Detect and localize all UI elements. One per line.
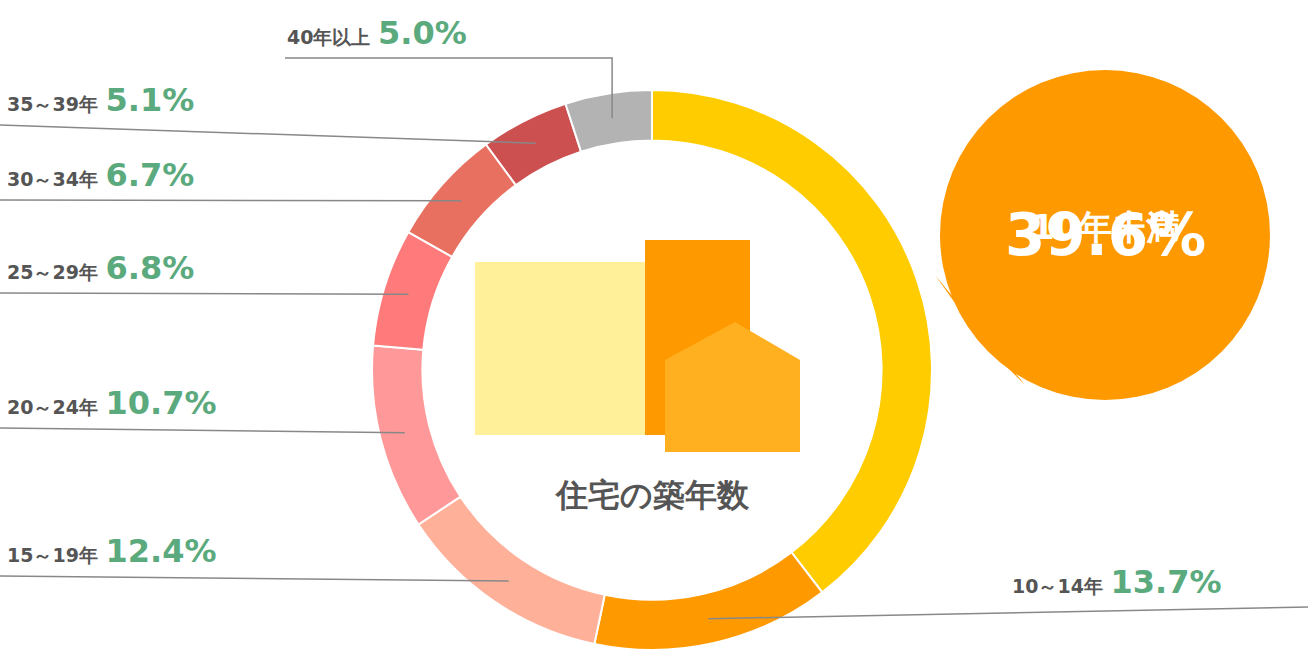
svg-text:35～39年 5.1%: 35～39年 5.1% bbox=[7, 81, 194, 119]
svg-text:40年以上 5.0%: 40年以上 5.0% bbox=[287, 14, 467, 52]
svg-text:15～19年 12.4%: 15～19年 12.4% bbox=[7, 532, 217, 570]
svg-text:10年未満39.6%: 10年未満39.6% bbox=[1005, 201, 1206, 269]
svg-text:25～29年 6.8%: 25～29年 6.8% bbox=[7, 249, 194, 287]
svg-text:10～14年 13.7%: 10～14年 13.7% bbox=[1012, 563, 1222, 601]
svg-text:住宅の築年数: 住宅の築年数 bbox=[554, 476, 750, 514]
svg-text:20～24年 10.7%: 20～24年 10.7% bbox=[7, 384, 217, 422]
svg-text:30～34年 6.7%: 30～34年 6.7% bbox=[7, 156, 194, 194]
